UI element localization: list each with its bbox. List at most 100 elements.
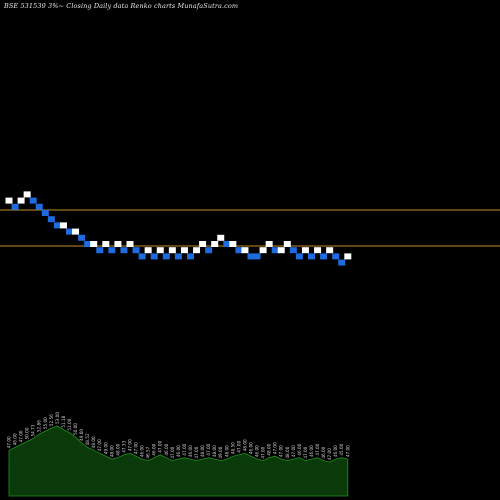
- renko-brick-up: [193, 247, 201, 254]
- renko-brick-up: [199, 241, 207, 247]
- volume-label: 47.33: [121, 440, 126, 452]
- renko-brick-down: [120, 247, 128, 254]
- volume-label: 47.00: [291, 445, 296, 457]
- volume-label: 46.00: [309, 445, 314, 457]
- renko-brick-down: [174, 253, 182, 260]
- volume-label: 47.00: [182, 443, 187, 455]
- volume-label: 48.00: [115, 443, 120, 455]
- volume-label: 48.00: [212, 445, 217, 457]
- renko-brick-down: [308, 253, 315, 260]
- renko-brick-up: [126, 241, 134, 247]
- renko-brick-down: [162, 253, 170, 260]
- renko-brick-up: [301, 247, 309, 254]
- volume-label: 47.00: [345, 445, 350, 457]
- volume-label: 52.86: [37, 420, 42, 432]
- volume-label: 49.00: [103, 442, 108, 454]
- renko-brick-down: [47, 216, 55, 223]
- volume-area: [8, 425, 349, 497]
- renko-brick-down: [187, 253, 194, 260]
- renko-brick-down: [247, 253, 255, 260]
- volume-label: 46.00: [249, 442, 254, 454]
- renko-brick-up: [211, 241, 219, 247]
- renko-brick-down: [271, 247, 279, 254]
- renko-brick-down: [41, 210, 49, 216]
- volume-label: 47.00: [261, 446, 266, 458]
- volume-label: 48.00: [224, 445, 229, 457]
- renko-brick-down: [132, 247, 140, 254]
- renko-brick-down: [332, 253, 340, 260]
- volume-label: 47.00: [7, 436, 12, 448]
- renko-brick-down: [29, 197, 37, 204]
- renko-brick-up: [180, 247, 188, 254]
- volume-label: 45.00: [339, 443, 344, 455]
- renko-brick-down: [150, 253, 158, 260]
- renko-brick-down: [96, 247, 104, 254]
- renko-brick-up: [241, 247, 249, 254]
- volume-label: 52.56: [49, 414, 54, 426]
- volume-label: 46.00: [333, 445, 338, 457]
- volume-label: 47.00: [19, 430, 24, 442]
- volume-label: 48.00: [200, 445, 205, 457]
- renko-brick-down: [338, 259, 346, 266]
- renko-brick-down: [108, 247, 116, 254]
- volume-label: 46.00: [297, 443, 302, 455]
- chart-title: BSE 531539 3%~ Closing Daily data Renko …: [4, 2, 239, 10]
- renko-brick-up: [217, 234, 225, 241]
- volume-label: 47.00: [279, 445, 284, 457]
- renko-brick-up: [259, 247, 267, 254]
- volume-label: 46.00: [321, 446, 326, 458]
- volume-label: 50.00: [73, 423, 78, 435]
- renko-brick-up: [144, 247, 152, 254]
- renko-brick-down: [205, 247, 213, 254]
- renko-brick-down: [289, 247, 297, 254]
- volume-label: 48.00: [91, 436, 96, 448]
- renko-brick-down: [53, 222, 61, 229]
- volume-label: 46.57: [146, 446, 151, 458]
- volume-label: 53.00: [55, 412, 60, 424]
- renko-brick-up: [17, 197, 25, 204]
- renko-brick-up: [265, 241, 273, 247]
- volume-label: 47.00: [158, 440, 163, 452]
- volume-label: 47.00: [134, 442, 139, 454]
- renko-brick-down: [66, 228, 73, 235]
- renko-brick-up: [72, 228, 80, 235]
- renko-brick-up: [229, 241, 237, 247]
- volume-label: 47.00: [128, 439, 133, 451]
- renko-brick-down: [84, 241, 92, 247]
- renko-brick-down: [35, 203, 43, 210]
- renko-brick-down: [320, 253, 328, 260]
- volume-label: 47.00: [194, 446, 199, 458]
- volume-label: 47.00: [327, 448, 332, 460]
- renko-brick-up: [23, 191, 31, 198]
- renko-brick-up: [156, 247, 164, 254]
- volume-label: 49.00: [218, 446, 223, 458]
- volume-label: 54.73: [31, 424, 36, 436]
- volume-label: 51.00: [67, 418, 72, 430]
- renko-brick-down: [295, 253, 303, 260]
- renko-brick-down: [235, 247, 243, 254]
- volume-label: 48.00: [267, 443, 272, 455]
- volume-label: 47.00: [170, 446, 175, 458]
- volume-label: 46.00: [140, 445, 145, 457]
- volume-label: 48.00: [242, 439, 247, 451]
- renko-brick-up: [283, 241, 291, 247]
- volume-label: 47.00: [97, 439, 102, 451]
- volume-label: 48.50: [230, 442, 235, 454]
- renko-brick-down: [78, 234, 86, 241]
- volume-label: 47.00: [273, 442, 278, 454]
- renko-brick-down: [11, 203, 19, 210]
- volume-label: 48.00: [109, 445, 114, 457]
- volume-label: 46.00: [152, 443, 157, 455]
- volume-label: 47.00: [303, 446, 308, 458]
- volume-label: 46.00: [255, 445, 260, 457]
- volume-label: 48.52: [85, 433, 90, 445]
- renko-brick-down: [138, 253, 146, 260]
- renko-brick-up: [277, 247, 285, 254]
- renko-brick-up: [90, 241, 98, 247]
- renko-brick-up: [326, 247, 334, 254]
- renko-brick-up: [314, 247, 322, 254]
- renko-brick-up: [344, 253, 352, 260]
- volume-label: 47.00: [206, 443, 211, 455]
